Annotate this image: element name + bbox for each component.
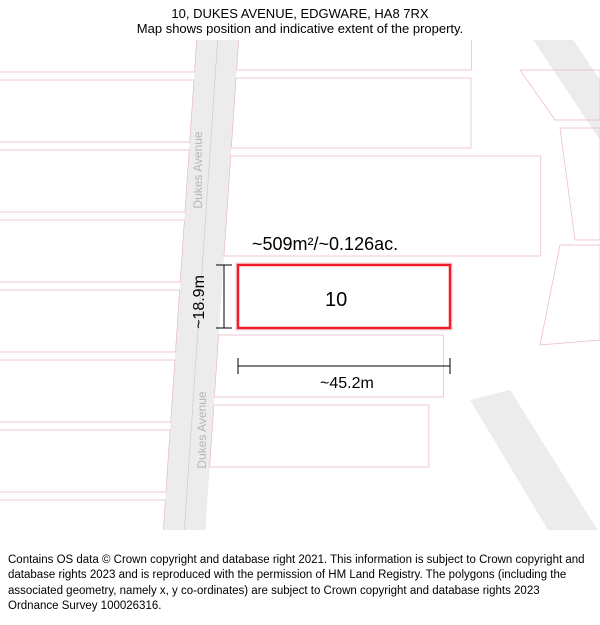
dimension-width-label: ~45.2m (320, 375, 374, 392)
plot-left (0, 290, 180, 352)
footer-copyright: Contains OS data © Crown copyright and d… (0, 547, 600, 625)
page-subtitle: Map shows position and indicative extent… (10, 21, 590, 36)
plot-left (0, 220, 184, 282)
road-side (520, 40, 600, 155)
plot-right (231, 78, 471, 148)
map-area: ~45.2m ~18.9m ~509m²/~0.126ac. 10 Dukes Ave… (0, 40, 600, 530)
plot-number-label: 10 (325, 289, 347, 311)
plot-left (0, 40, 199, 72)
property-map: ~45.2m ~18.9m ~509m²/~0.126ac. 10 Dukes Ave… (0, 40, 600, 530)
plot-right (237, 40, 472, 70)
plot-far-right (560, 128, 600, 240)
plot-left (0, 150, 189, 212)
plot-far-right (540, 245, 600, 345)
dimension-height-label: ~18.9m (191, 275, 208, 329)
page-title: 10, DUKES AVENUE, EDGWARE, HA8 7RX (10, 6, 590, 21)
area-label: ~509m²/~0.126ac. (252, 234, 398, 254)
road-side (470, 390, 600, 530)
street-name-label: Dukes Avenue (191, 131, 205, 208)
plot-left (0, 80, 194, 142)
plot-right (210, 405, 429, 467)
street-name-label: Dukes Avenue (195, 391, 209, 468)
plot-left (0, 430, 170, 492)
plot-left (0, 500, 165, 530)
header: 10, DUKES AVENUE, EDGWARE, HA8 7RX Map s… (0, 0, 600, 38)
plot-left (0, 360, 175, 422)
